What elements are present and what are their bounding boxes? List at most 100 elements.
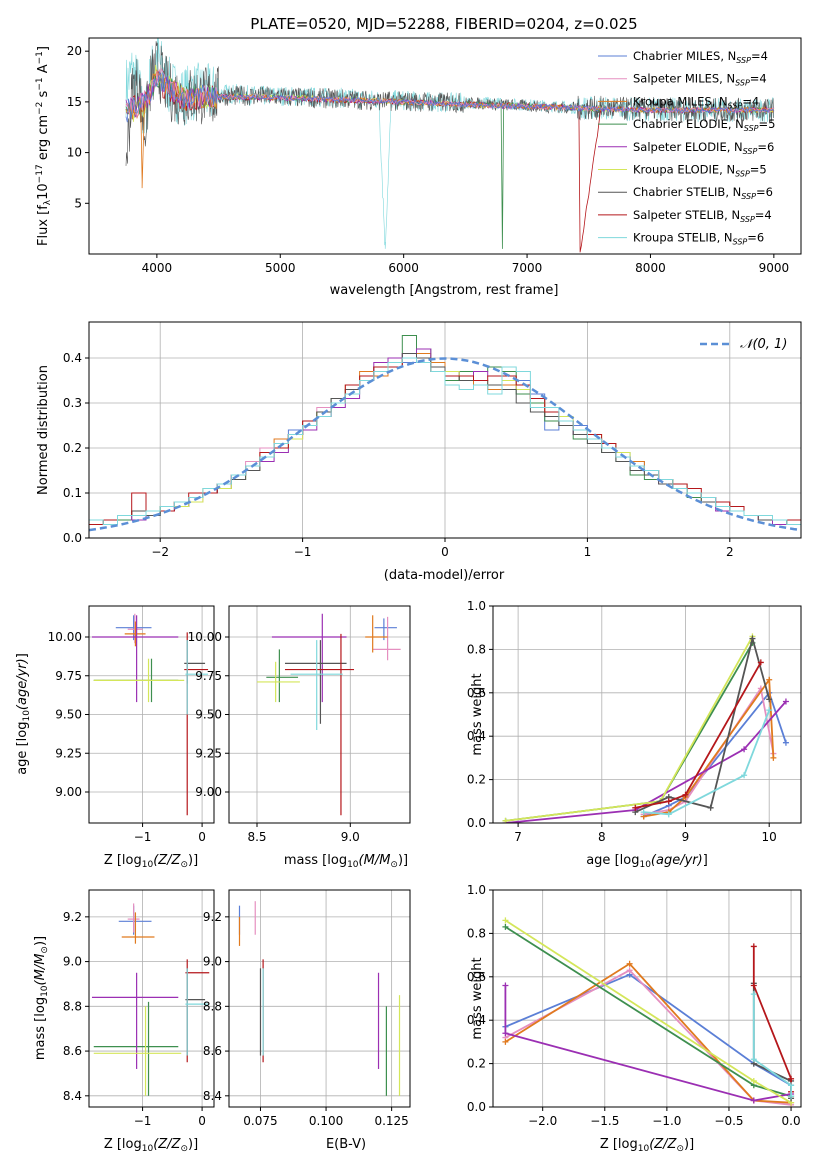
axes-frame <box>492 889 802 1108</box>
age-vs-mass-panel: 8.5 9.0 9.00 9.25 9.50 9.75 10.00 mass [log10(M… <box>188 605 411 870</box>
weight-marker <box>750 943 757 950</box>
weight-marker <box>750 991 757 998</box>
x-tick-label: 0 <box>198 830 206 844</box>
y-tick-label: 0.2 <box>467 1057 486 1071</box>
y-tick-label: 9.0 <box>203 955 222 969</box>
x-axis-label: E(B-V) <box>326 1137 366 1152</box>
y-tick-label: 0.0 <box>63 531 82 545</box>
weight-marker <box>502 1030 509 1037</box>
y-tick-label: 9.00 <box>195 785 222 799</box>
y-axis-label: Normed distribution <box>36 365 51 495</box>
weight-line-salpeter-miles <box>504 969 792 1106</box>
y-tick-label: 9.00 <box>55 785 82 799</box>
x-tick-label: 9.0 <box>341 830 360 844</box>
plot-area <box>502 633 789 823</box>
axes-frame <box>88 605 215 824</box>
weight-line-salpeter-elodie <box>504 985 792 1102</box>
y-tick-label: 0.6 <box>467 970 486 984</box>
weight-marker <box>766 696 773 703</box>
y-tick-label: 0.0 <box>467 1100 486 1114</box>
plot-area <box>256 613 401 816</box>
y-tick-label: 8.6 <box>203 1044 222 1058</box>
age-vs-Z-panel: −1 0 9.00 9.25 9.50 9.75 10.00 Z [log10(Z/Z⊙)] a… <box>15 605 215 870</box>
legend-label: Salpeter STELIB, NSSP=4 <box>633 208 772 224</box>
x-tick-label: 0.075 <box>243 1114 277 1128</box>
y-tick-label: 8.6 <box>63 1044 82 1058</box>
y-tick-label: 1.0 <box>467 599 486 613</box>
y-tick-label: 10.00 <box>48 630 82 644</box>
axes-frame <box>88 37 802 255</box>
weight-marker <box>682 791 689 798</box>
weight-marker <box>788 1075 795 1082</box>
weight-marker <box>626 960 633 967</box>
x-tick-label: −2 <box>151 545 169 559</box>
weight-line-salpeter-stelib <box>635 661 762 809</box>
legend-label: Kroupa MILES, NSSP=4 <box>633 94 759 110</box>
y-tick-label: 20 <box>67 44 82 58</box>
x-tick-label: 0.0 <box>782 1114 801 1128</box>
weight-marker <box>632 804 639 811</box>
x-tick-label: 0 <box>441 545 449 559</box>
plot-area <box>125 38 775 253</box>
weight-marker <box>741 746 748 753</box>
x-tick-label: 5000 <box>265 261 296 275</box>
y-tick-label: 9.25 <box>195 746 222 760</box>
y-tick-label: 10 <box>67 146 82 160</box>
weight-marker <box>665 798 672 805</box>
x-tick-label: 2 <box>726 545 734 559</box>
y-tick-label: 0.4 <box>467 1013 486 1027</box>
weight-line-kroupa-elodie <box>504 919 792 1104</box>
mass-weight-vs-Z-panel: −2.0 −1.5 −1.0 −0.5 0.0 0.0 0.2 0.4 0.6 0.8 1.0 Z [… <box>467 883 802 1154</box>
y-tick-label: 0.6 <box>467 686 486 700</box>
normal-curve <box>89 357 801 532</box>
x-tick-label: 7000 <box>512 261 543 275</box>
y-tick-label: 1.0 <box>467 883 486 897</box>
weight-marker <box>750 1056 757 1063</box>
weight-marker <box>626 967 633 974</box>
y-tick-label: 5 <box>74 196 82 210</box>
y-tick-label: 15 <box>67 95 82 109</box>
y-axis-label: mass [log10(M/M⊙)] <box>33 936 50 1060</box>
x-tick-label: −1 <box>134 1114 152 1128</box>
weight-line-kroupa-stelib <box>643 709 771 816</box>
plot-area <box>238 901 401 1096</box>
y-axis-label: age [log10(age/yr)] <box>15 653 32 775</box>
y-tick-label: 9.50 <box>195 708 222 722</box>
weight-marker <box>502 1038 509 1045</box>
x-tick-label: 8.5 <box>247 830 266 844</box>
y-tick-label: 0.8 <box>467 642 486 656</box>
y-axis-label: mass weight <box>470 957 485 1039</box>
weight-marker <box>665 811 672 818</box>
weight-marker <box>788 1082 795 1089</box>
legend-label: Chabrier ELODIE, NSSP=5 <box>633 117 775 133</box>
residual-histogram-panel: −2 −1 0 1 2 0.0 0.1 0.2 0.3 0.4 (data-model)/error… <box>36 321 802 583</box>
y-axis-label: Flux [fλ10−17 erg cm−2 s−1 A−1] <box>35 46 53 246</box>
x-axis-label: Z [log10(Z/Z⊙)] <box>104 1137 198 1154</box>
y-tick-label: 0.0 <box>467 816 486 830</box>
x-tick-label: 8000 <box>635 261 666 275</box>
axes-frame <box>88 321 802 539</box>
plot-area <box>91 613 209 816</box>
weight-line-kroupa-miles <box>504 962 792 1104</box>
spectrum-line-chabrier-stelib <box>125 41 774 166</box>
plot-area <box>91 903 210 1096</box>
weight-marker <box>782 739 789 746</box>
legend-label: Salpeter ELODIE, NSSP=6 <box>633 140 774 156</box>
x-tick-label: −0.5 <box>714 1114 743 1128</box>
y-tick-label: 9.0 <box>63 955 82 969</box>
x-axis-label: age [log10(age/yr)] <box>586 853 708 870</box>
axes-frame <box>228 605 411 824</box>
x-tick-label: −1 <box>294 545 312 559</box>
weight-marker <box>750 982 757 989</box>
legend-label: Chabrier STELIB, NSSP=6 <box>633 185 773 201</box>
y-tick-label: 0.8 <box>467 926 486 940</box>
x-tick-label: 10 <box>762 830 777 844</box>
spectrum-line-chabrier-miles <box>125 70 775 123</box>
y-tick-label: 0.4 <box>63 351 82 365</box>
axes-frame <box>492 605 802 824</box>
weight-marker <box>502 917 509 924</box>
weight-line-salpeter-stelib <box>752 946 792 1092</box>
legend-label: Chabrier MILES, NSSP=4 <box>633 49 768 65</box>
y-tick-label: 9.25 <box>55 746 82 760</box>
